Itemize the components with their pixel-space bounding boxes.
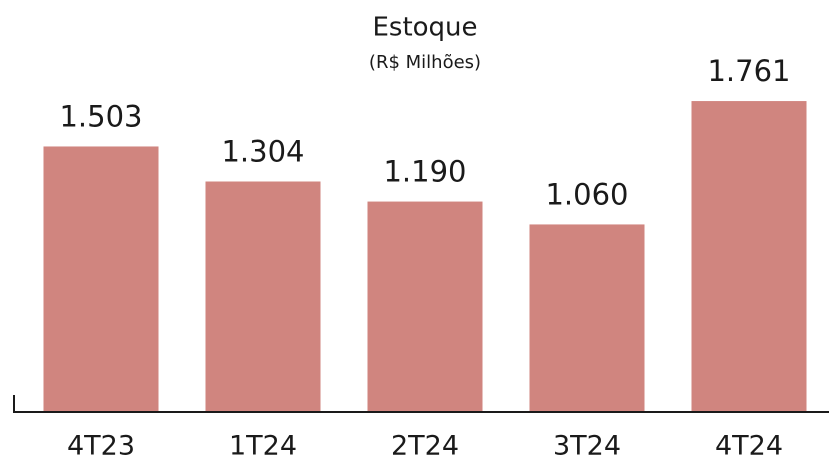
bar — [529, 224, 645, 411]
value-label: 1.190 — [383, 155, 466, 189]
x-tick-label: 4T24 — [715, 431, 783, 461]
bar — [691, 101, 807, 412]
x-tick-label: 2T24 — [391, 431, 459, 461]
chart-title: Estoque — [372, 13, 477, 43]
bar — [367, 201, 483, 411]
bar — [43, 146, 159, 412]
value-label: 1.304 — [221, 134, 304, 168]
x-axis — [13, 395, 829, 413]
chart-subtitle: (R$ Milhões) — [369, 52, 481, 73]
x-tick-label: 1T24 — [229, 431, 297, 461]
x-tick-label: 4T23 — [67, 431, 135, 461]
value-label: 1.060 — [545, 177, 628, 211]
bar — [205, 181, 321, 411]
value-label: 1.761 — [707, 54, 790, 88]
value-label: 1.503 — [59, 99, 142, 133]
x-tick-label: 3T24 — [553, 431, 621, 461]
